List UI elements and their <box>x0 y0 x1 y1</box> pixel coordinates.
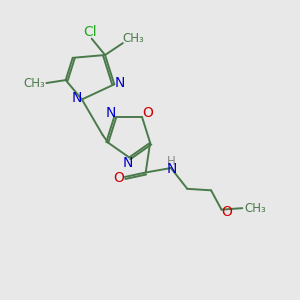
Text: Cl: Cl <box>83 25 97 39</box>
Text: CH₃: CH₃ <box>244 202 266 215</box>
Text: O: O <box>221 205 232 219</box>
Text: H: H <box>167 155 176 168</box>
Text: N: N <box>167 162 177 176</box>
Text: O: O <box>113 171 124 185</box>
Text: CH₃: CH₃ <box>23 76 45 90</box>
Text: N: N <box>106 106 116 120</box>
Text: N: N <box>115 76 125 90</box>
Text: CH₃: CH₃ <box>122 32 144 45</box>
Text: O: O <box>142 106 153 120</box>
Text: N: N <box>122 156 133 170</box>
Text: N: N <box>71 91 82 105</box>
